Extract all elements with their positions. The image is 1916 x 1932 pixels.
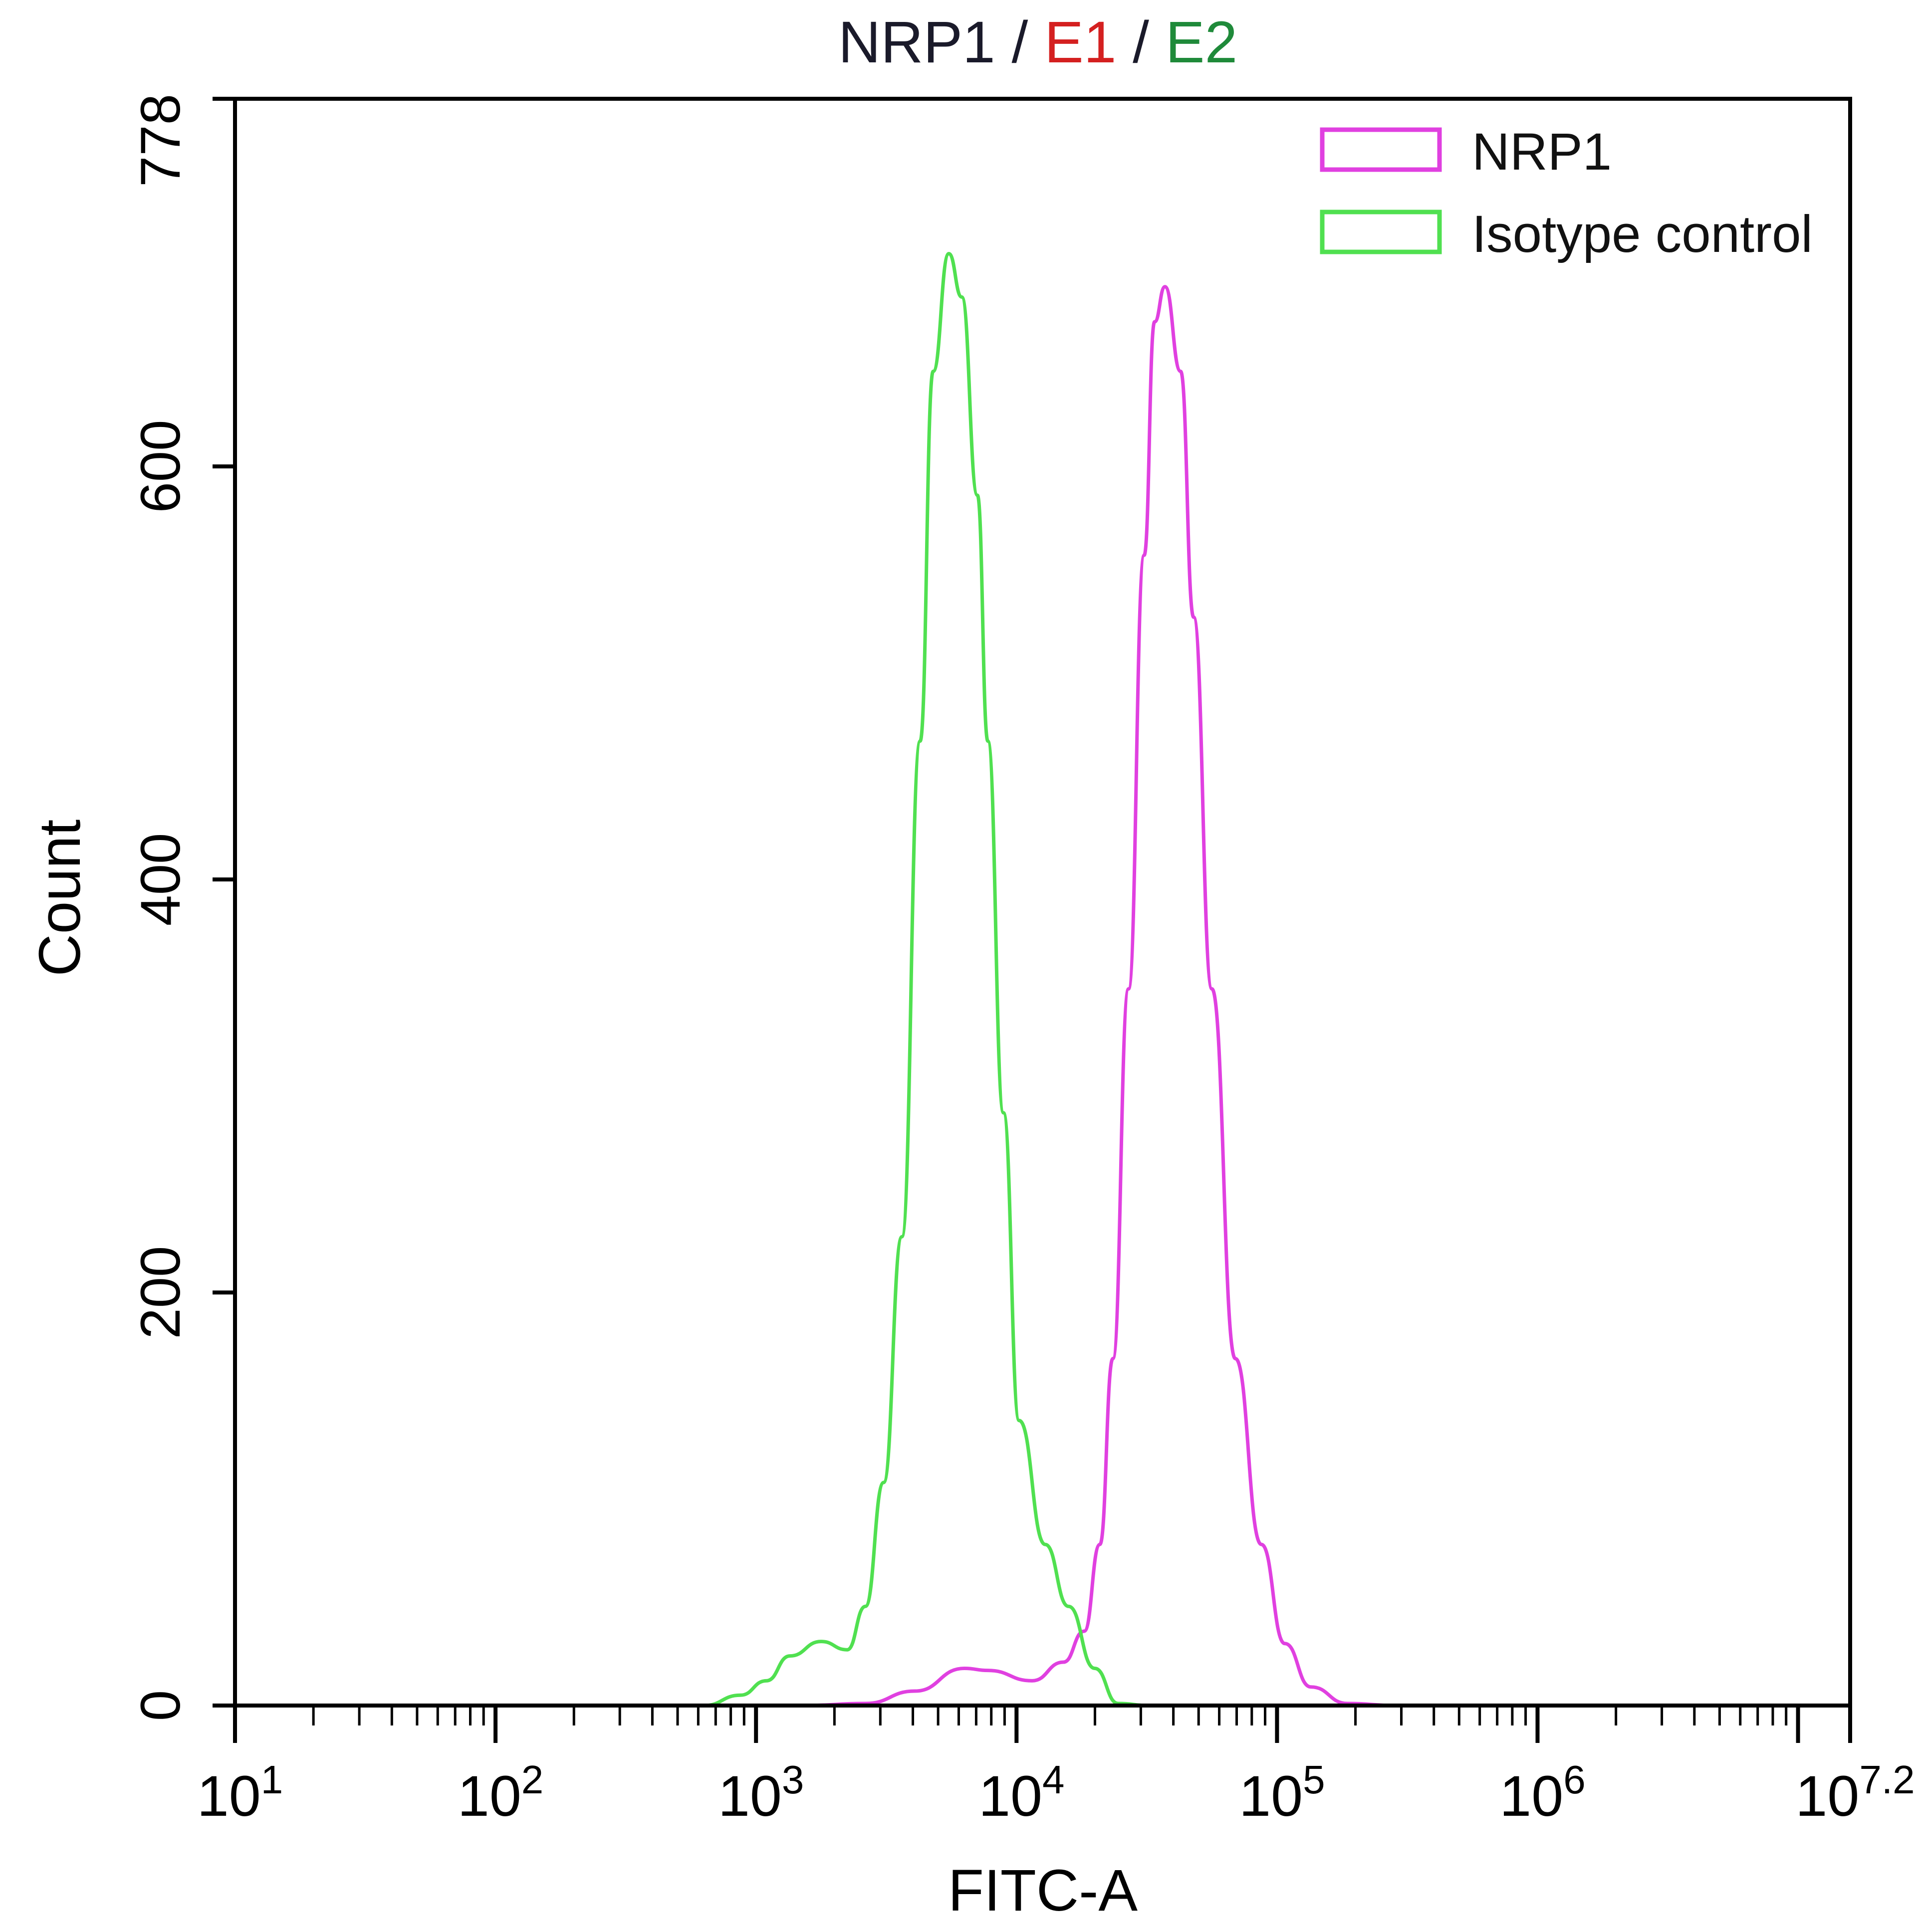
legend-swatch xyxy=(1320,127,1442,172)
title-part-e1: E1 xyxy=(1044,9,1116,75)
y-tick-label: 400 xyxy=(129,833,192,926)
series-line-isotype-control xyxy=(704,252,1150,1708)
x-tick-label: 102 xyxy=(458,1757,543,1828)
x-tick-base: 10 xyxy=(197,1764,261,1828)
x-tick-base: 10 xyxy=(1499,1764,1563,1828)
legend: NRP1 Isotype control xyxy=(1320,123,1813,263)
x-tick-label: 107.2 xyxy=(1795,1757,1915,1828)
legend-label: NRP1 xyxy=(1472,123,1612,181)
x-tick-label: 101 xyxy=(197,1757,283,1828)
x-axis-label: FITC-A xyxy=(948,1858,1138,1924)
x-tick-base: 10 xyxy=(1239,1764,1303,1828)
x-tick-label: 105 xyxy=(1239,1757,1325,1828)
x-tick-label: 106 xyxy=(1499,1757,1585,1828)
x-tick-label: 103 xyxy=(718,1757,804,1828)
chart-title: NRP1 / E1 / E2 xyxy=(838,9,1237,75)
y-tick-label: 0 xyxy=(129,1690,192,1721)
legend-label: Isotype control xyxy=(1472,205,1813,263)
x-tick-base: 10 xyxy=(458,1764,521,1828)
x-tick-exponent: 2 xyxy=(521,1757,544,1802)
x-tick-label: 104 xyxy=(978,1757,1064,1828)
x-tick-base: 10 xyxy=(978,1764,1042,1828)
x-tick-base: 10 xyxy=(718,1764,782,1828)
y-tick-label: 778 xyxy=(129,94,192,187)
title-part-sep: / xyxy=(1116,9,1165,75)
series-line-nrp1 xyxy=(803,285,1397,1708)
title-part-nrp1: NRP1 / xyxy=(838,9,1044,75)
x-tick-exponent: 6 xyxy=(1563,1757,1586,1802)
y-axis-label: Count xyxy=(27,820,93,977)
x-tick-exponent: 4 xyxy=(1042,1757,1065,1802)
x-tick-exponent: 1 xyxy=(261,1757,283,1802)
x-tick-exponent: 5 xyxy=(1303,1757,1325,1802)
plot-frame xyxy=(233,97,1852,1708)
x-tick-exponent: 3 xyxy=(782,1757,804,1802)
y-tick-label: 600 xyxy=(129,420,192,513)
x-tick-base: 10 xyxy=(1795,1764,1859,1828)
y-tick-label: 200 xyxy=(129,1246,192,1339)
legend-swatch xyxy=(1320,210,1442,254)
plot-area xyxy=(704,252,1397,1708)
title-part-e2: E2 xyxy=(1166,9,1237,75)
x-tick-exponent: 7.2 xyxy=(1859,1757,1915,1802)
